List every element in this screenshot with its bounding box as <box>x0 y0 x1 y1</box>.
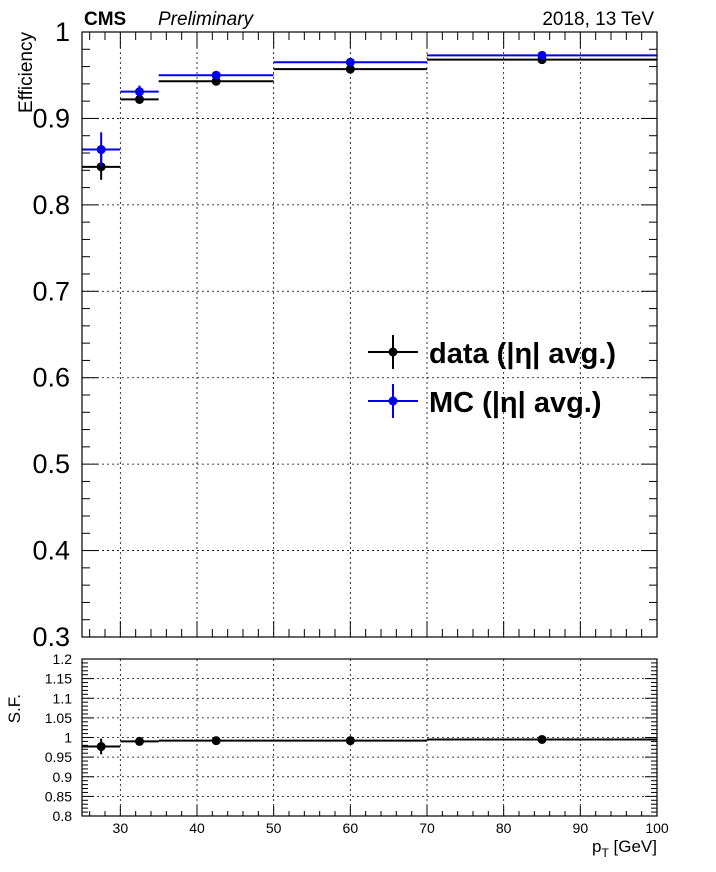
pt-tick-label: 40 <box>189 820 205 836</box>
pt-tick-label: 90 <box>573 820 589 836</box>
mc-series-point <box>345 57 355 67</box>
scale-factor-axis-label: S.F. <box>5 694 24 723</box>
pt-axis-label-unit: [GeV] <box>609 837 657 856</box>
legend-mc-label: MC (|η| avg.) <box>429 387 602 419</box>
pt-axis-label: pT [GeV] <box>592 837 657 860</box>
scale-factor-tick-label: 1.1 <box>53 690 73 706</box>
efficiency-tick-label: 0.9 <box>32 103 70 133</box>
legend-mc-marker-point <box>388 396 398 406</box>
scale-factor-tick-label: 1.2 <box>53 651 73 667</box>
data-series-point <box>345 64 355 74</box>
efficiency-tick-label: 0.5 <box>32 449 70 479</box>
efficiency-tick-label: 1 <box>55 17 70 47</box>
top-panel-ticks <box>82 31 658 638</box>
bottom-panel-ticks <box>82 658 658 817</box>
pt-axis-label-symbol: p <box>592 837 601 856</box>
top-panel-data-marks <box>82 50 657 180</box>
efficiency-tick-label: 0.4 <box>32 536 70 566</box>
mc-series-point <box>537 50 547 60</box>
legend: data (|η| avg.) MC (|η| avg.) <box>368 335 616 419</box>
pt-tick-label: 50 <box>266 820 282 836</box>
status-label: Preliminary <box>158 9 255 30</box>
top-panel-grid <box>82 32 657 637</box>
scale-factor-series-point <box>537 734 547 744</box>
scale-factor-series-point <box>345 736 355 746</box>
pt-tick-label: 70 <box>419 820 435 836</box>
pt-tick-label: 100 <box>645 820 669 836</box>
mc-series-point <box>96 145 106 155</box>
top-panel-frame <box>81 31 658 638</box>
pt-axis-label-subscript: T <box>601 846 609 860</box>
scale-factor-tick-label: 0.95 <box>45 749 72 765</box>
top-panel-y-tick-labels: 0.3 0.4 0.5 0.6 0.7 0.8 0.9 1 <box>32 17 70 652</box>
experiment-label: CMS <box>84 9 126 30</box>
scale-factor-tick-label: 1 <box>64 730 72 746</box>
efficiency-tick-label: 0.7 <box>32 276 70 306</box>
efficiency-axis-label: Efficiency <box>16 32 37 113</box>
scale-factor-tick-label: 0.9 <box>53 769 73 785</box>
scale-factor-series-point <box>211 736 221 746</box>
scale-factor-tick-label: 0.8 <box>53 808 73 824</box>
data-series-point <box>135 94 144 104</box>
efficiency-tick-label: 0.6 <box>32 363 70 393</box>
pt-tick-label: 60 <box>343 820 359 836</box>
efficiency-tick-label: 0.8 <box>32 190 70 220</box>
scale-factor-tick-label: 1.05 <box>45 710 72 726</box>
scale-factor-tick-label: 0.85 <box>45 788 72 804</box>
scale-factor-tick-label: 1.15 <box>45 671 72 687</box>
bottom-panel-y-tick-labels: 0.8 0.85 0.9 0.95 1 1.05 1.1 1.15 1.2 <box>45 651 72 824</box>
mc-series-point <box>135 87 144 97</box>
pt-tick-label: 80 <box>496 820 512 836</box>
bottom-panel-grid <box>82 659 657 816</box>
scale-factor-series-point <box>135 736 144 746</box>
efficiency-tick-label: 0.3 <box>32 622 70 652</box>
scale-factor-series-point <box>96 742 106 752</box>
legend-data-marker-point <box>388 347 398 357</box>
pt-tick-label: 30 <box>113 820 129 836</box>
scale-factor-axis-label-text: S.F. <box>5 694 24 723</box>
legend-data-label: data (|η| avg.) <box>429 338 616 370</box>
bottom-panel-data-marks <box>82 734 657 755</box>
mc-series-point <box>211 70 221 80</box>
run-info-label: 2018, 13 TeV <box>542 9 654 30</box>
bottom-panel-frame <box>81 658 658 817</box>
bottom-panel-x-tick-labels: 30 40 50 60 70 80 90 100 <box>113 820 669 836</box>
